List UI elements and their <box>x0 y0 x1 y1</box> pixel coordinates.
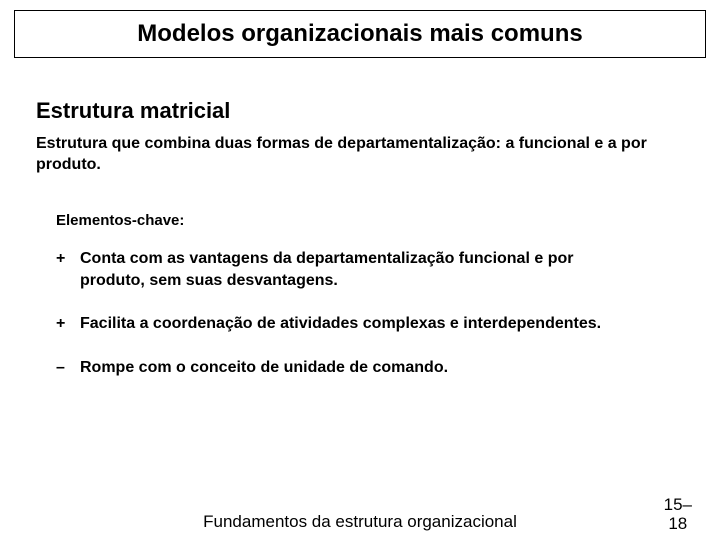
title-box: Modelos organizacionais mais comuns <box>14 10 706 58</box>
key-elements-label: Elementos-chave: <box>56 212 184 229</box>
slide-title: Modelos organizacionais mais comuns <box>137 20 582 48</box>
section-subtitle: Estrutura matricial <box>36 98 230 124</box>
list-item: + Conta com as vantagens da departamenta… <box>56 248 616 291</box>
bullet-list: + Conta com as vantagens da departamenta… <box>56 248 616 400</box>
slide: Modelos organizacionais mais comuns Estr… <box>0 0 720 540</box>
section-description: Estrutura que combina duas formas de dep… <box>36 134 676 176</box>
list-item: + Facilita a coordenação de atividades c… <box>56 313 616 335</box>
list-item-text: Facilita a coordenação de atividades com… <box>80 313 616 335</box>
plus-icon: + <box>56 313 70 335</box>
plus-icon: + <box>56 248 70 291</box>
page-number: 15– 18 <box>664 495 692 534</box>
list-item-text: Conta com as vantagens da departamentali… <box>80 248 616 291</box>
minus-icon: – <box>56 357 70 379</box>
footer-text: Fundamentos da estrutura organizacional <box>0 512 720 532</box>
list-item-text: Rompe com o conceito de unidade de coman… <box>80 357 616 379</box>
list-item: – Rompe com o conceito de unidade de com… <box>56 357 616 379</box>
